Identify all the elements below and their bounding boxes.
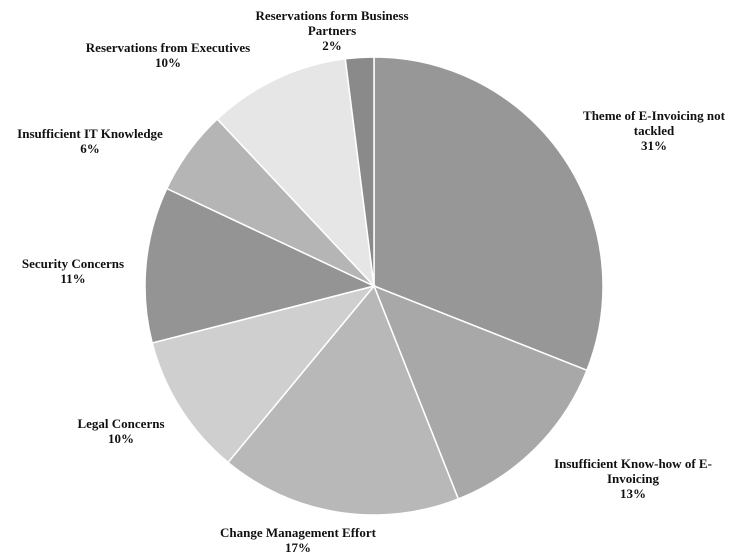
pie-slice-4 bbox=[151, 284, 377, 464]
pie-slices bbox=[144, 56, 604, 516]
slice-label-text: Partners bbox=[308, 23, 356, 38]
slice-percent-label: 13% bbox=[620, 486, 646, 501]
slice-percent-label: 10% bbox=[108, 431, 134, 446]
pie-slice-3 bbox=[226, 284, 460, 516]
slice-percent-label: 2% bbox=[322, 38, 342, 53]
pie-slice-5 bbox=[144, 187, 377, 344]
slice-label-text: Reservations from Executives bbox=[86, 40, 250, 55]
slice-label-text: Insufficient IT Knowledge bbox=[17, 126, 163, 141]
slice-label-text: Insufficient Know-how of E- bbox=[554, 456, 712, 471]
pie-slice-2 bbox=[372, 284, 588, 500]
slice-label-text: Change Management Effort bbox=[220, 525, 377, 540]
pie-slice-8 bbox=[344, 56, 375, 287]
slice-percent-label: 6% bbox=[80, 141, 100, 156]
slice-label-text: Security Concerns bbox=[22, 256, 124, 271]
slice-percent-label: 17% bbox=[285, 540, 311, 555]
slice-label-text: Theme of E-Invoicing not bbox=[583, 108, 726, 123]
slice-label-text: Reservations form Business bbox=[255, 8, 408, 23]
slice-percent-label: 10% bbox=[155, 55, 181, 70]
slice-label-text: Invoicing bbox=[607, 471, 660, 486]
slice-percent-label: 11% bbox=[60, 271, 85, 286]
slice-percent-label: 31% bbox=[641, 138, 667, 153]
pie-slice-1 bbox=[373, 56, 604, 372]
slice-label-text: tackled bbox=[634, 123, 675, 138]
pie-slice-7 bbox=[216, 57, 376, 289]
slice-label-text: Legal Concerns bbox=[77, 416, 164, 431]
